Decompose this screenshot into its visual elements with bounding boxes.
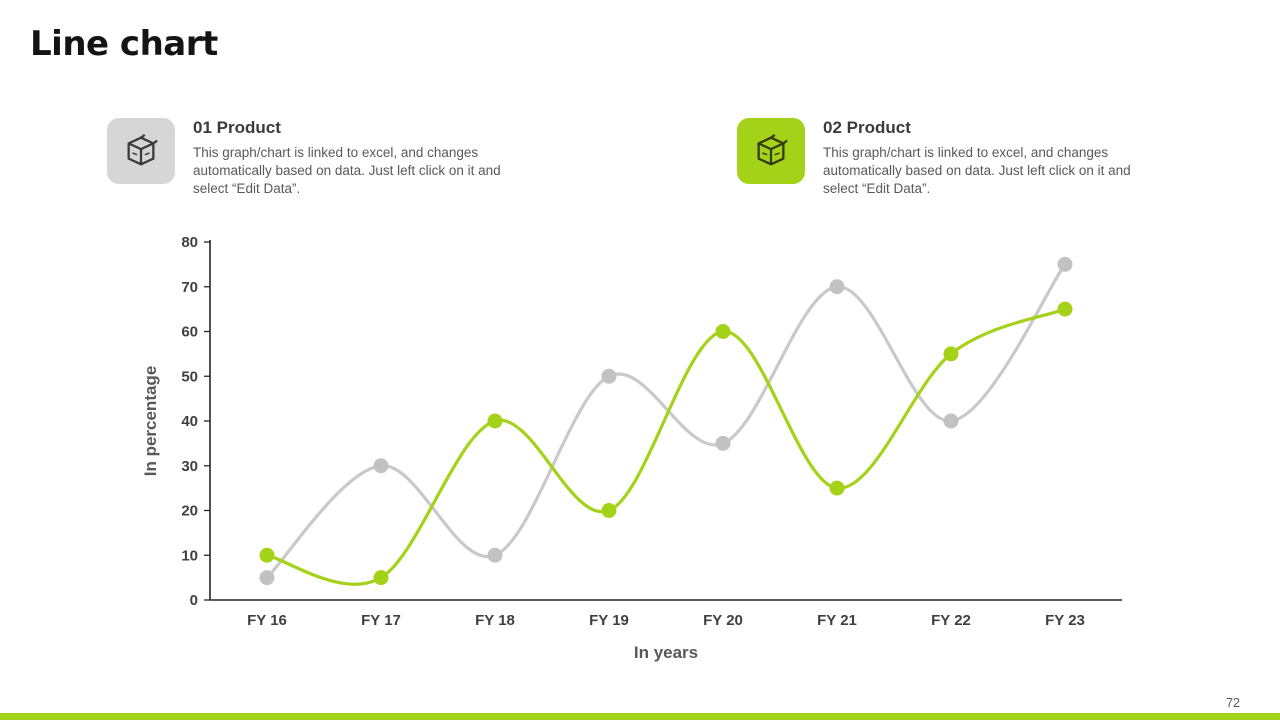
y-tick-label: 40 — [181, 413, 198, 430]
y-tick-label: 60 — [181, 324, 198, 341]
product-box-icon — [757, 133, 788, 166]
x-tick-label: FY 20 — [703, 612, 743, 629]
footer-accent-bar — [0, 713, 1280, 720]
x-axis-title: In years — [634, 643, 698, 662]
product-02-icon-tile — [737, 118, 805, 184]
x-tick-label: FY 16 — [247, 612, 287, 629]
data-point-series-2[interactable] — [715, 324, 731, 339]
y-tick-label: 10 — [181, 547, 198, 564]
product-01-block: 01 Product This graph/chart is linked to… — [107, 118, 538, 198]
y-tick-label: 30 — [181, 458, 198, 475]
y-tick-label: 0 — [190, 592, 198, 609]
y-tick-label: 50 — [181, 368, 198, 385]
line-chart-svg[interactable]: 0 10 20 30 40 50 60 70 80 FY 16 FY 17 FY 18 FY 19 FY … — [140, 232, 1140, 672]
data-point-series-1[interactable] — [259, 570, 275, 586]
y-tick-label: 80 — [181, 234, 198, 251]
x-tick-label: FY 21 — [817, 612, 857, 629]
data-point-series-1[interactable] — [601, 368, 617, 384]
data-point-series-1[interactable] — [373, 458, 389, 474]
product-box-icon — [127, 133, 158, 166]
chart-area[interactable]: 0 10 20 30 40 50 60 70 80 FY 16 FY 17 FY 18 FY 19 FY … — [140, 232, 1140, 672]
x-tick-label: FY 23 — [1045, 612, 1085, 629]
product-02-block: 02 Product This graph/chart is linked to… — [737, 118, 1168, 198]
data-point-series-2[interactable] — [601, 503, 617, 518]
product-01-text: 01 Product This graph/chart is linked to… — [193, 118, 538, 198]
data-point-series-1[interactable] — [1057, 256, 1073, 272]
product-01-icon-tile — [107, 118, 175, 184]
data-point-series-1[interactable] — [943, 413, 959, 429]
x-tick-label: FY 19 — [589, 612, 629, 629]
data-point-series-2[interactable] — [829, 480, 845, 496]
data-point-series-2[interactable] — [943, 346, 959, 362]
product-01-heading: 01 Product — [193, 118, 281, 137]
page-number: 72 — [1226, 696, 1240, 710]
product-01-body: This graph/chart is linked to excel, and… — [193, 145, 501, 196]
product-02-heading: 02 Product — [823, 118, 911, 137]
data-point-series-2[interactable] — [487, 413, 503, 429]
y-tick-label: 70 — [181, 279, 198, 296]
data-point-series-1[interactable] — [715, 435, 731, 451]
product-02-text: 02 Product This graph/chart is linked to… — [823, 118, 1168, 198]
data-point-series-2[interactable] — [259, 547, 275, 563]
y-tick-label: 20 — [181, 503, 198, 520]
data-point-series-2[interactable] — [373, 570, 389, 586]
x-tick-label: FY 18 — [475, 612, 515, 629]
data-point-series-1[interactable] — [829, 279, 845, 295]
x-tick-label: FY 17 — [361, 612, 401, 629]
data-point-series-2[interactable] — [1057, 301, 1073, 317]
data-point-series-1[interactable] — [487, 547, 503, 563]
y-axis-title: In percentage — [141, 366, 160, 477]
product-02-body: This graph/chart is linked to excel, and… — [823, 145, 1131, 196]
x-tick-label: FY 22 — [931, 612, 971, 629]
slide-title: Line chart — [30, 24, 218, 64]
series-line-2[interactable] — [265, 307, 1067, 586]
series-line-1[interactable] — [265, 262, 1067, 580]
